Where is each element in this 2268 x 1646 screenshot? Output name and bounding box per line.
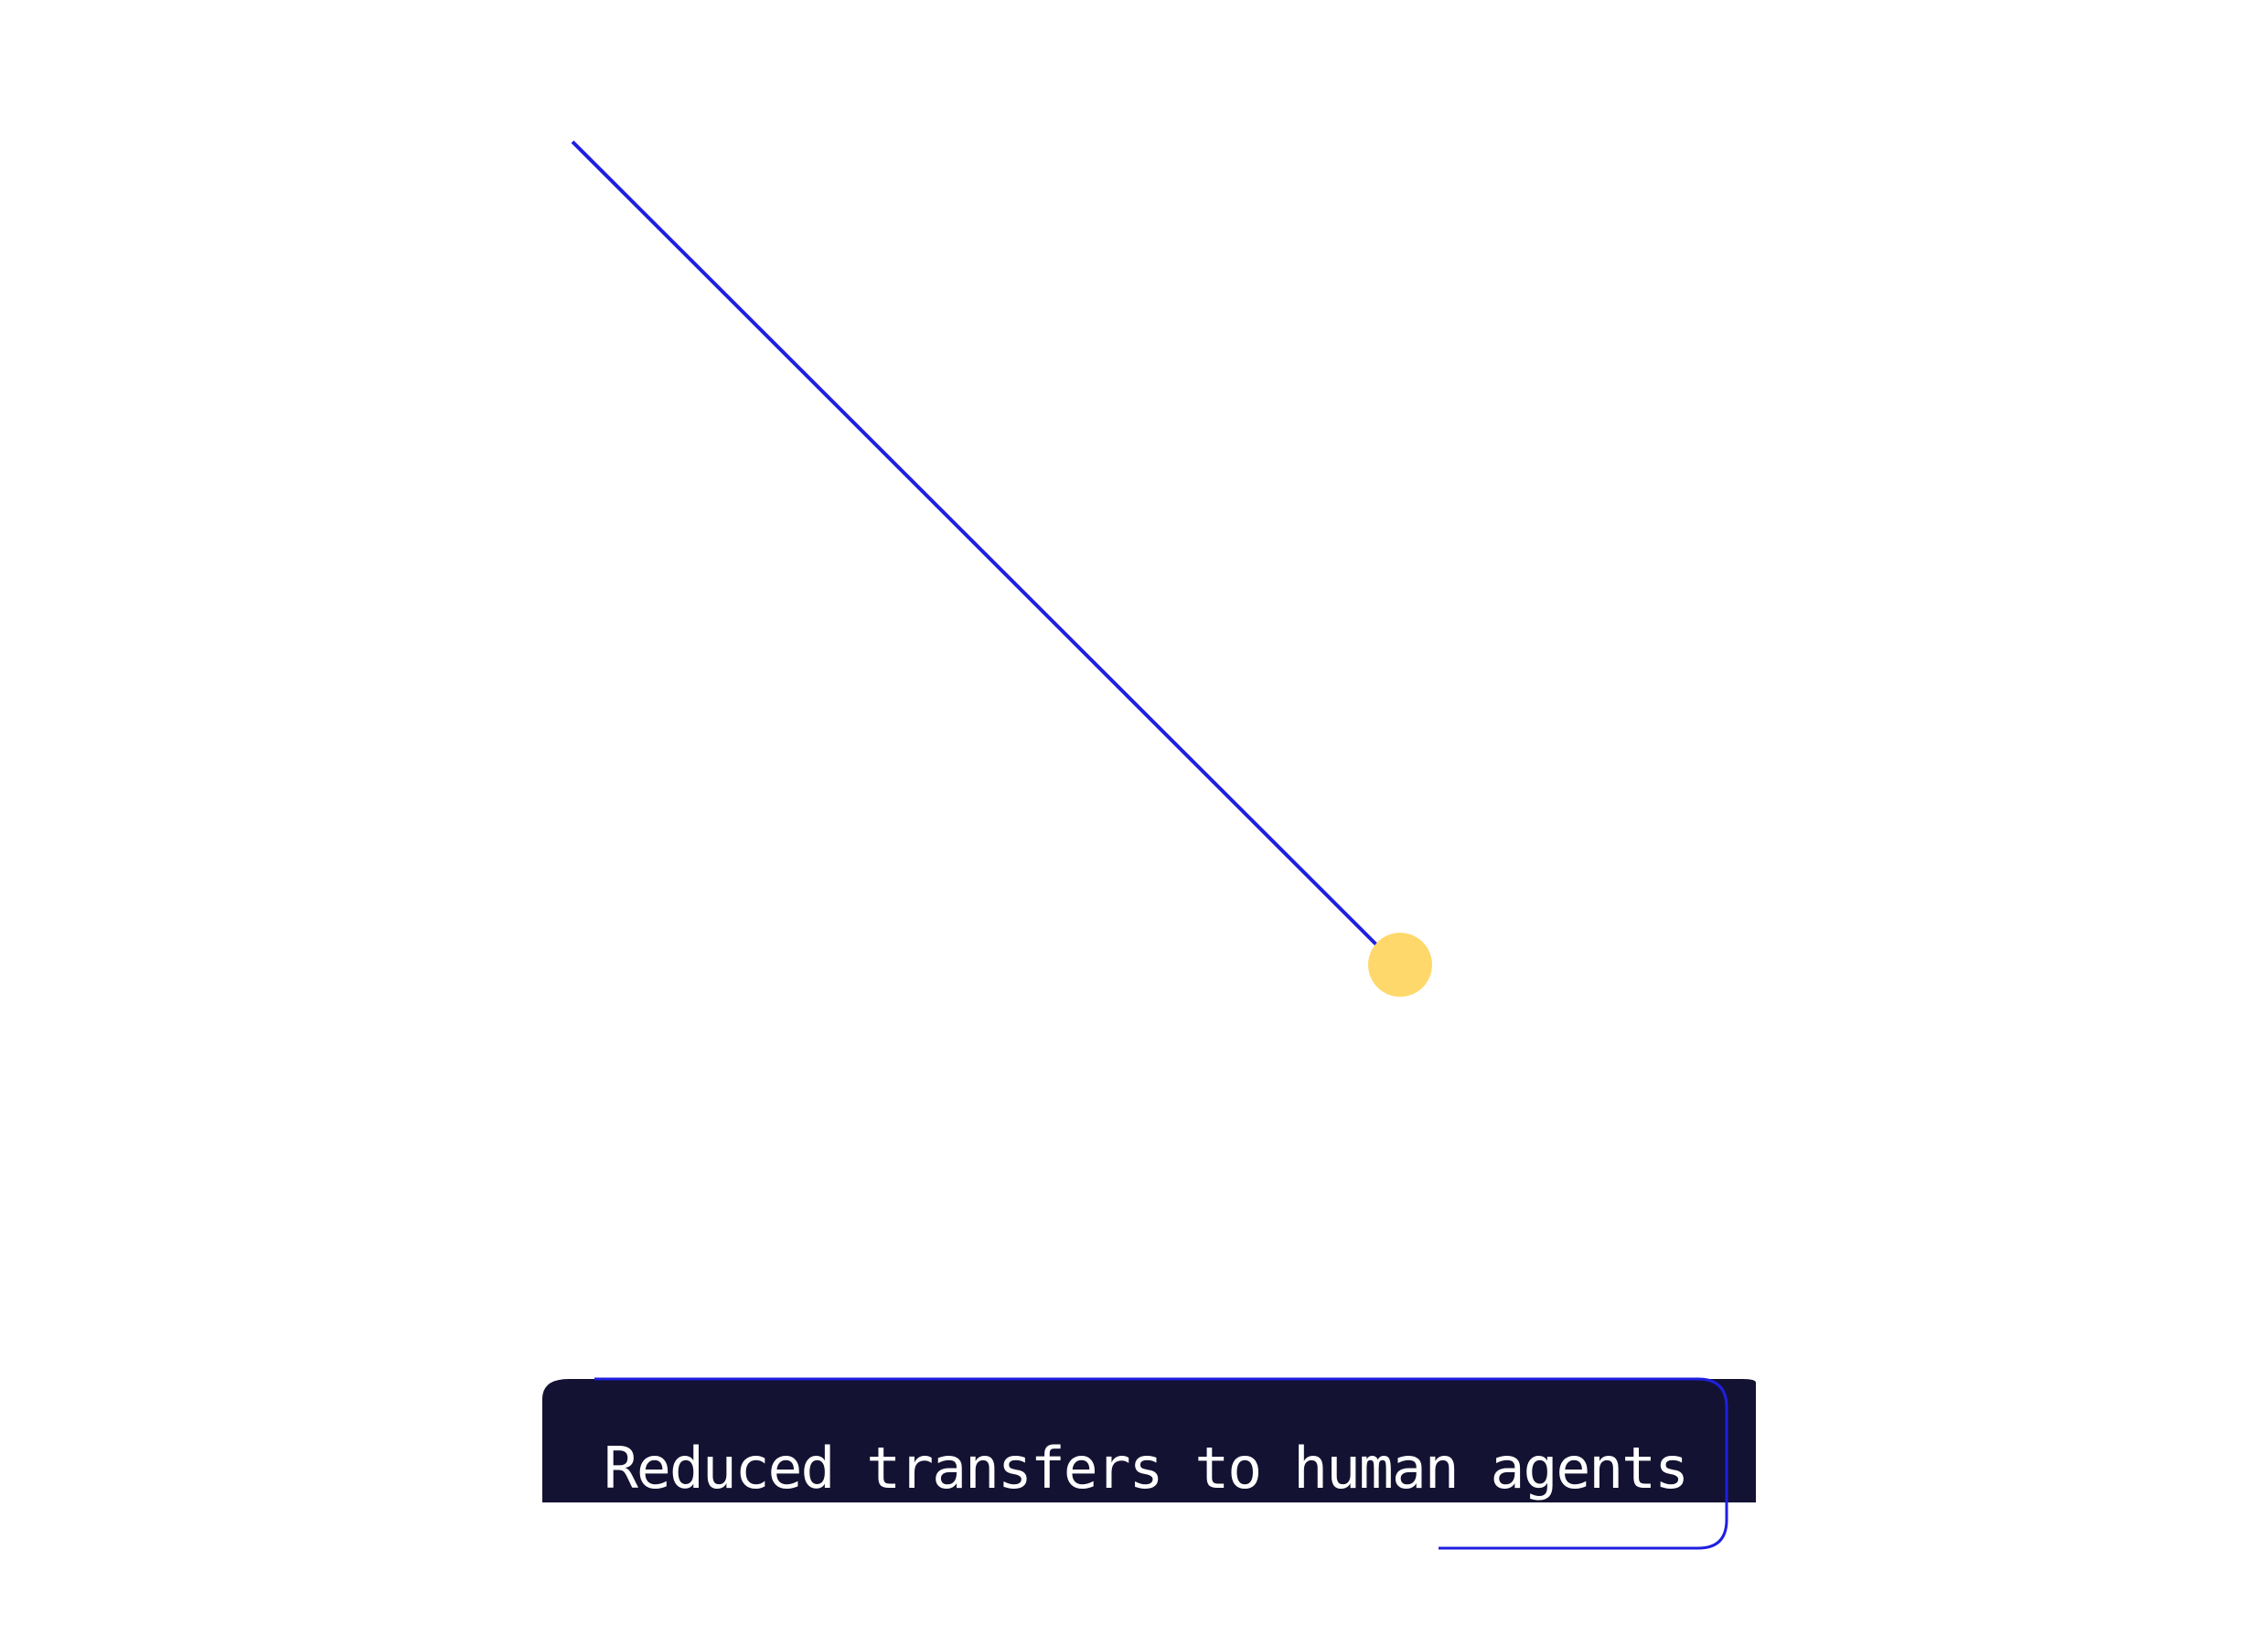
caption-bracket-outline (594, 1377, 1728, 1550)
connector-line (571, 140, 1383, 951)
caption-banner (542, 1379, 1756, 1502)
caption-text: Reduced transfers to human agents (604, 1435, 1687, 1502)
endpoint-dot (1368, 933, 1432, 997)
